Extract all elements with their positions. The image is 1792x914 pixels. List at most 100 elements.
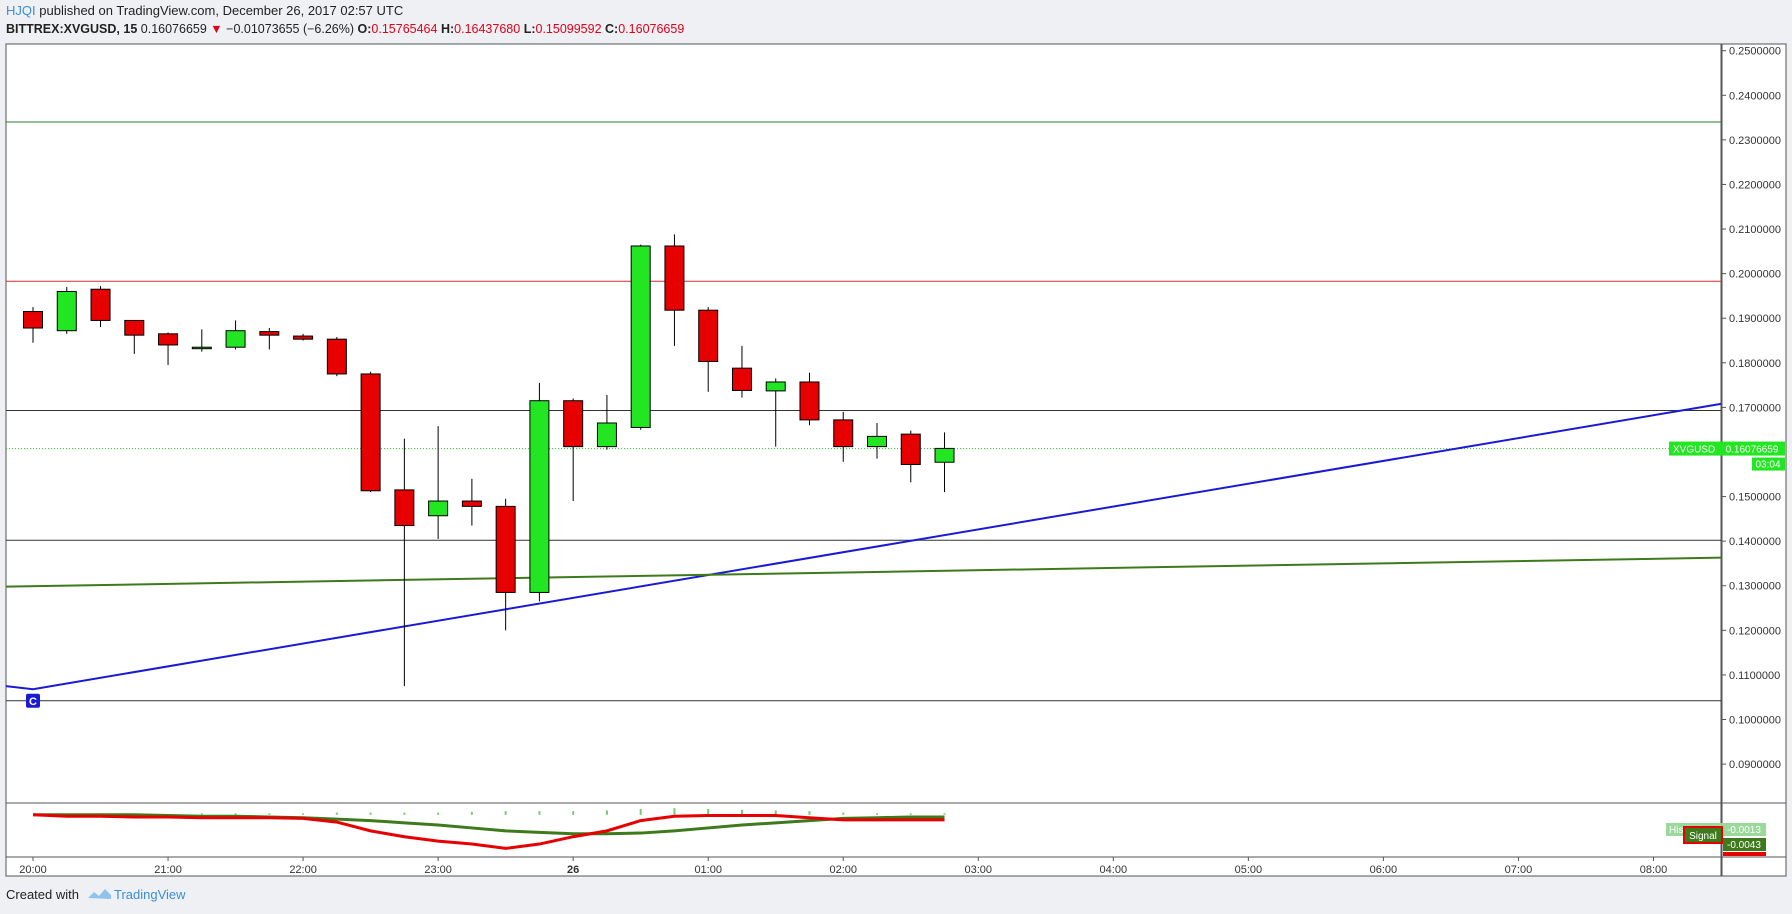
candle-body (158, 333, 179, 346)
price-tick-label: 0.1500000 (1729, 492, 1781, 504)
candle (900, 430, 921, 483)
candle (326, 336, 347, 377)
candle-body (765, 381, 786, 392)
price-tick-label: 0.2500000 (1729, 46, 1781, 58)
hist-label-text: Hist (1669, 825, 1686, 836)
candle (630, 244, 651, 430)
candle (90, 286, 111, 328)
marker-badge (26, 693, 41, 708)
price-label-box (1669, 441, 1785, 456)
created-with-text: Created with (6, 887, 79, 902)
price-label-symbol: XVGUSD (1673, 445, 1715, 456)
candle (23, 307, 44, 343)
symbol-name: BITTREX:XVGUSD, 15 (6, 22, 138, 36)
candle (360, 371, 381, 493)
close-value: 0.16076659 (618, 22, 685, 36)
price-tick-label: 0.1000000 (1729, 715, 1781, 727)
price-tick-label: 0.2000000 (1729, 269, 1781, 281)
candle (428, 426, 449, 539)
candle (596, 394, 617, 450)
low-value: 0.15099592 (535, 22, 602, 36)
time-tick-label: 03:00 (965, 864, 993, 876)
candle-body (495, 505, 516, 593)
time-tick-label: 05:00 (1235, 864, 1263, 876)
time-tick-label: 21:00 (154, 864, 182, 876)
down-arrow-icon: ▼ (210, 22, 223, 36)
time-tick-label: 02:00 (829, 864, 857, 876)
high-label: H: (440, 22, 455, 36)
candle (461, 478, 482, 526)
candle-body (596, 422, 617, 448)
candle-body (461, 500, 482, 507)
time-tick-label: 23:00 (424, 864, 452, 876)
price-tick-label: 0.2300000 (1729, 135, 1781, 147)
tradingview-link[interactable]: TradingView (114, 887, 186, 902)
candles: C (23, 234, 955, 708)
time-tick-label: 26 (567, 864, 579, 876)
candle (124, 319, 145, 354)
tradingview-logo-icon (88, 889, 111, 899)
price-tick-label: 0.1900000 (1729, 313, 1781, 325)
signal-label-text: Signal (1689, 831, 1717, 842)
signal-value-text: -0.0043 (1727, 840, 1761, 851)
open-label: O: (357, 22, 372, 36)
price-tick-label: 0.2200000 (1729, 179, 1781, 191)
candle-body (529, 400, 550, 593)
open-value: 0.15765464 (371, 22, 438, 36)
time-tick-label: 22:00 (289, 864, 317, 876)
price-tick-label: 0.1800000 (1729, 358, 1781, 370)
candle (698, 307, 719, 392)
candle (934, 432, 955, 493)
price-change: −0.01073655 (−6.26%) (226, 22, 355, 36)
price-label-value: 0.16076659 (1726, 445, 1779, 456)
candle-body (90, 288, 111, 321)
trend-line (5, 402, 1722, 691)
candle (56, 287, 77, 334)
candle-body (630, 245, 651, 428)
signal-value-box (1723, 838, 1766, 851)
axis-labels: XVGUSD 0.16076659 03:04 Hist -0.0013 Signal -0… (1666, 441, 1785, 856)
candle-body (698, 309, 719, 362)
price-axis-ticks: 0.2500000 0.2400000 0.2300000 0.2200000 0.21… (1722, 46, 1781, 771)
low-label: L: (523, 22, 536, 36)
candle-body (225, 330, 246, 348)
candle-body (664, 245, 685, 311)
candle-body (360, 373, 381, 492)
candle-body (799, 381, 820, 421)
price-tick-label: 0.2100000 (1729, 224, 1781, 236)
candle-body (259, 331, 280, 336)
price-tick-label: 0.2400000 (1729, 90, 1781, 102)
candle-body (56, 290, 77, 332)
candle-body (191, 346, 212, 350)
time-tick-label: 04:00 (1100, 864, 1128, 876)
countdown-box (1752, 457, 1785, 471)
time-tick-label: 07:00 (1505, 864, 1533, 876)
price-tick-label: 0.1700000 (1729, 402, 1781, 414)
candle-body (867, 435, 888, 448)
candle-body (563, 400, 584, 448)
candle (664, 234, 685, 346)
marker-text: C (29, 696, 37, 708)
chart-frame (5, 43, 1722, 877)
candle (259, 328, 280, 350)
trend-line (5, 556, 1722, 588)
candle-body (394, 489, 415, 527)
time-tick-label: 01:00 (694, 864, 722, 876)
price-tick-label: 0.1400000 (1729, 536, 1781, 548)
candle (731, 345, 752, 398)
time-tick-label: 08:00 (1640, 864, 1668, 876)
author-link[interactable]: HJQI (6, 3, 36, 18)
candle (833, 411, 854, 462)
candle (495, 498, 516, 631)
candle (799, 372, 820, 426)
high-value: 0.16437680 (454, 22, 521, 36)
price-tick-label: 0.1100000 (1729, 670, 1780, 682)
price-tick-label: 0.1200000 (1729, 625, 1781, 637)
candle (191, 329, 212, 352)
candle-body (934, 447, 955, 463)
horizontal-levels (6, 121, 1721, 702)
footer: Created with TradingView (6, 887, 186, 902)
time-axis-ticks: 20:00 21:00 22:00 23:00 26 01:00 02:00 03:00 04:… (19, 857, 1667, 876)
macd-value-box (1723, 852, 1766, 856)
